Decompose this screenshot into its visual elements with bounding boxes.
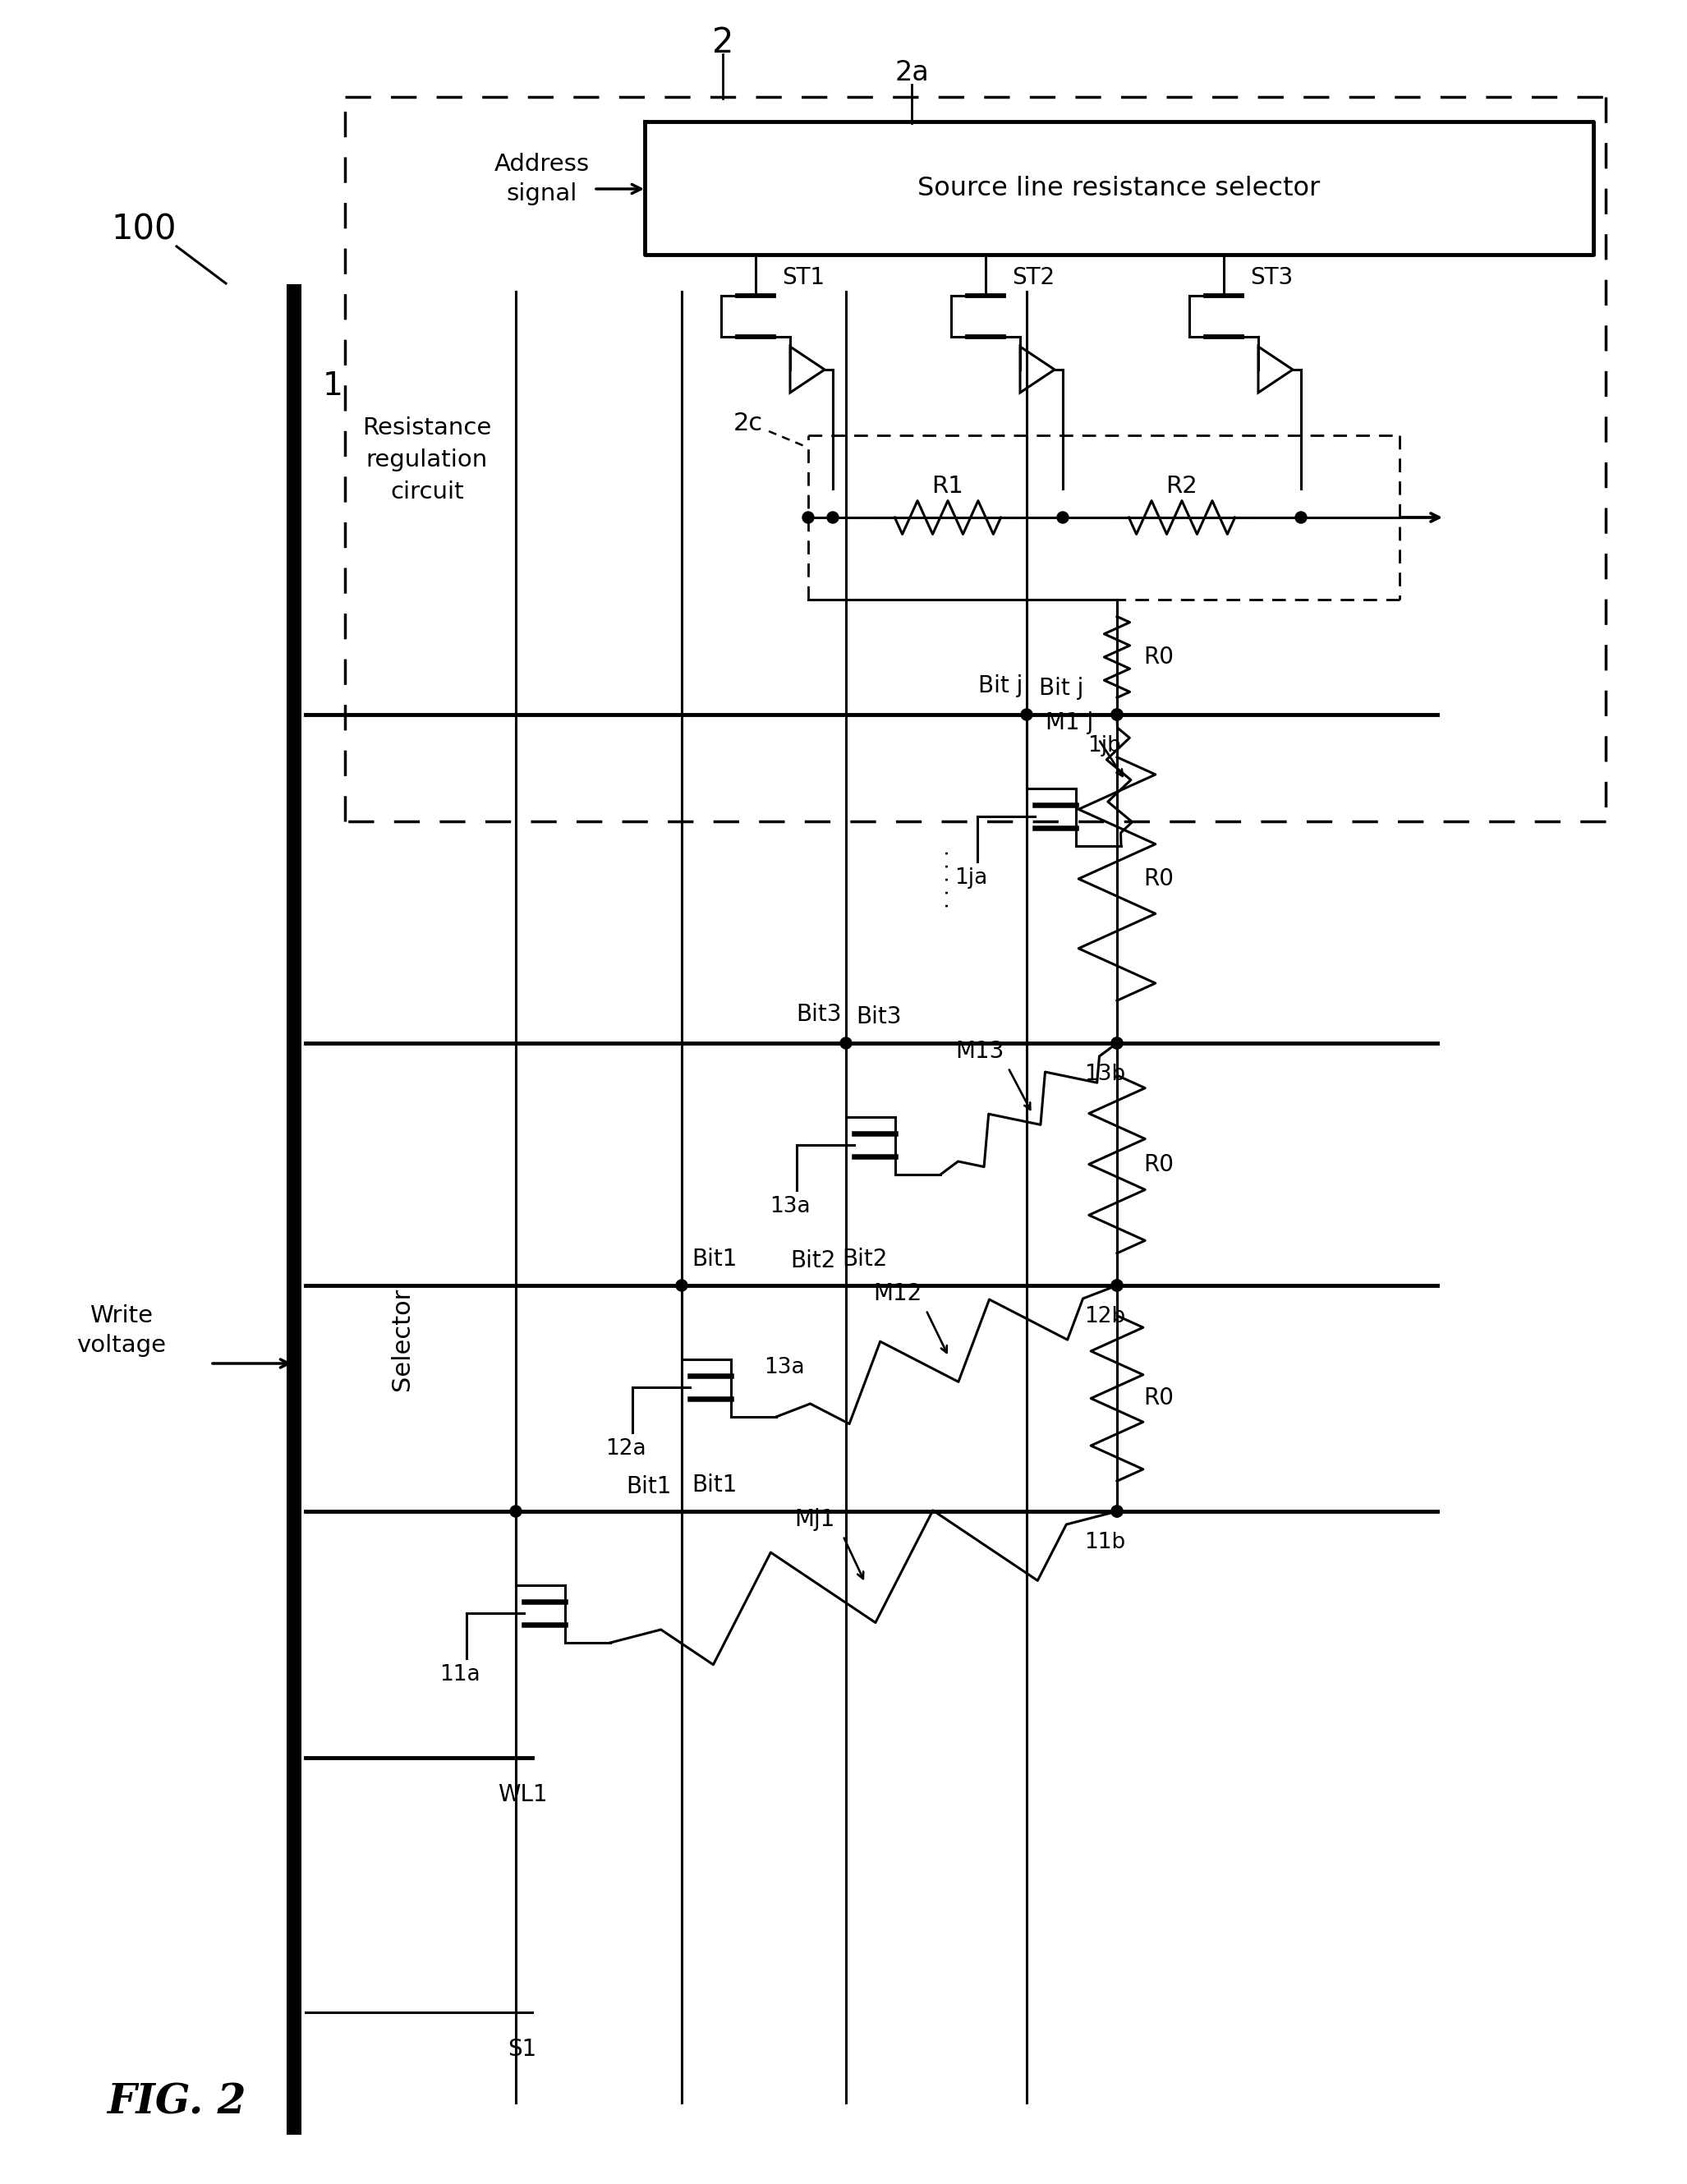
Circle shape: [509, 1505, 521, 1518]
Text: 100: 100: [111, 212, 177, 247]
Circle shape: [1112, 1037, 1124, 1048]
Text: Bit1: Bit1: [692, 1247, 737, 1271]
Text: 12b: 12b: [1085, 1306, 1125, 1328]
Circle shape: [840, 1037, 852, 1048]
Text: Bit1: Bit1: [692, 1474, 737, 1496]
Circle shape: [1058, 511, 1068, 524]
Text: FIG. 2: FIG. 2: [106, 2084, 246, 2123]
Text: ST1: ST1: [781, 266, 825, 288]
Text: R0: R0: [1144, 1153, 1174, 1175]
Text: Bit1: Bit1: [626, 1474, 671, 1498]
Text: 13b: 13b: [1085, 1064, 1125, 1085]
Text: 2a: 2a: [894, 59, 930, 85]
Text: Bit2: Bit2: [791, 1249, 837, 1273]
Circle shape: [1112, 1280, 1124, 1291]
Circle shape: [1112, 1505, 1124, 1518]
Text: M12: M12: [872, 1282, 921, 1306]
Text: ST2: ST2: [1012, 266, 1054, 288]
Circle shape: [1112, 1505, 1124, 1518]
Text: Address
signal: Address signal: [494, 153, 590, 205]
Text: M1 j: M1 j: [1046, 712, 1093, 734]
Circle shape: [827, 511, 838, 524]
Text: 11b: 11b: [1085, 1531, 1125, 1553]
Text: WL1: WL1: [498, 1782, 547, 1806]
Text: 11a: 11a: [440, 1664, 481, 1686]
Text: Mj1: Mj1: [795, 1507, 835, 1531]
Text: R2: R2: [1166, 474, 1198, 498]
Text: R0: R0: [1144, 867, 1174, 891]
Text: 13a: 13a: [769, 1197, 810, 1216]
Text: Resistance
regulation
circuit: Resistance regulation circuit: [363, 417, 491, 505]
Text: S1: S1: [508, 2038, 536, 2062]
Text: 13a: 13a: [764, 1356, 805, 1378]
Text: Bit j: Bit j: [978, 675, 1022, 697]
Text: 12a: 12a: [606, 1439, 646, 1459]
Text: 1: 1: [322, 371, 342, 402]
Text: ST3: ST3: [1250, 266, 1292, 288]
Circle shape: [1112, 1280, 1124, 1291]
Circle shape: [1021, 710, 1032, 721]
Text: 2: 2: [712, 26, 734, 59]
Text: 2c: 2c: [734, 411, 763, 435]
Text: R1: R1: [931, 474, 963, 498]
Text: Bit2: Bit2: [842, 1247, 887, 1271]
Text: . . . . .: . . . . .: [933, 850, 953, 909]
Text: R0: R0: [1144, 1387, 1174, 1411]
Text: R0: R0: [1144, 646, 1174, 668]
Text: Write
voltage: Write voltage: [78, 1304, 167, 1356]
Circle shape: [676, 1280, 687, 1291]
Text: Source line resistance selector: Source line resistance selector: [918, 175, 1321, 201]
Circle shape: [803, 511, 813, 524]
Text: M13: M13: [955, 1040, 1004, 1064]
Text: Bit3: Bit3: [796, 1002, 842, 1026]
Text: Bit j: Bit j: [1039, 677, 1083, 699]
Text: Bit3: Bit3: [855, 1005, 901, 1029]
Circle shape: [1112, 710, 1124, 721]
Text: Selector: Selector: [390, 1286, 415, 1391]
Text: 1ja: 1ja: [955, 867, 987, 889]
Text: 1jb: 1jb: [1088, 736, 1122, 756]
Circle shape: [1296, 511, 1307, 524]
Circle shape: [1112, 1037, 1124, 1048]
Circle shape: [1112, 710, 1124, 721]
